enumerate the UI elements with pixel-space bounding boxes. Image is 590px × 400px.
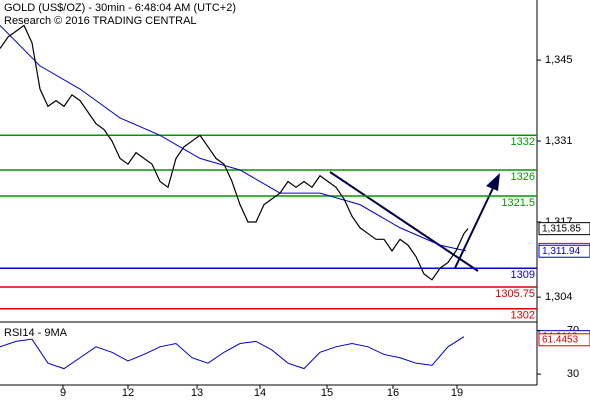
x-tick-label: 13 <box>191 387 203 399</box>
rsi-ma-tag <box>538 333 590 347</box>
projection-arrow <box>454 187 494 269</box>
x-tick-label: 15 <box>321 387 333 399</box>
x-tick-label: 14 <box>254 387 266 399</box>
level-label: 1309 <box>511 269 535 281</box>
y-tick-label: 1,331 <box>545 135 573 147</box>
price-tag <box>538 222 590 236</box>
x-tick-label: 16 <box>387 387 399 399</box>
price-line <box>0 24 469 281</box>
x-tick-label: 19 <box>451 387 463 399</box>
arrow-head <box>486 173 500 191</box>
level-label: 1332 <box>511 136 535 148</box>
price-tag-label: 1,315.85 <box>542 223 581 234</box>
level-label: 1302 <box>511 310 535 322</box>
rsi-tick-label: 30 <box>567 368 579 380</box>
y-tick-label: 1,304 <box>545 291 573 303</box>
rsi-ma-tag-label: 61.4453 <box>542 334 579 345</box>
rsi-label: RSI14 - 9MA <box>4 327 68 339</box>
moving-average <box>0 25 467 252</box>
chart-title: GOLD (US$/OZ) - 30min - 6:48:04 AM (UTC+… <box>4 2 236 14</box>
y-tick-label: 1,345 <box>545 54 573 66</box>
level-label: 1321.5 <box>501 197 535 209</box>
price-tag-label: 1,311.94 <box>542 246 581 257</box>
chart-subtitle: Research © 2016 TRADING CENTRAL <box>4 15 197 27</box>
price-tag <box>538 244 590 258</box>
x-tick-label: 9 <box>60 387 66 399</box>
rsi-line <box>0 336 465 370</box>
level-label: 1305.75 <box>495 288 535 300</box>
x-tick-label: 12 <box>122 387 134 399</box>
level-label: 1326 <box>511 171 535 183</box>
